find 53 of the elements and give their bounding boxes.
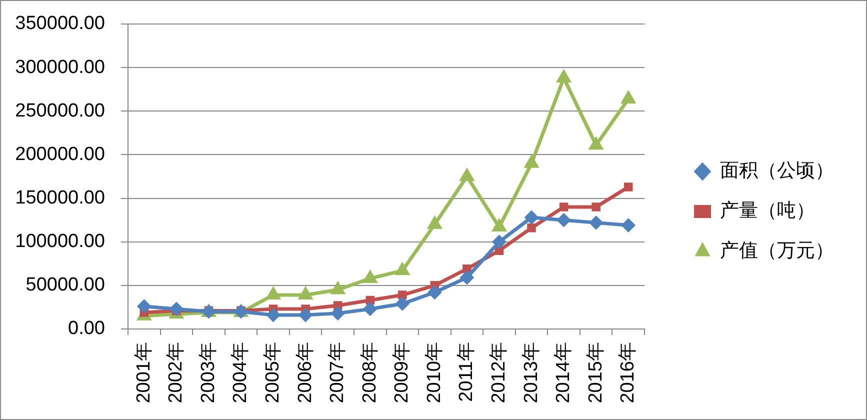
point <box>588 136 604 150</box>
point <box>559 202 568 212</box>
point <box>524 210 539 224</box>
point <box>524 154 539 168</box>
y-tick-label: 200000.00 <box>15 144 105 165</box>
x-tick-label: 2006年 <box>294 342 316 404</box>
y-tick-label: 250000.00 <box>15 100 105 122</box>
point <box>624 182 633 192</box>
point <box>366 296 374 305</box>
x-tick-label: 2014年 <box>553 342 574 404</box>
y-tick-label: 0.00 <box>68 318 105 340</box>
x-tick-label: 2016年 <box>618 342 639 404</box>
x-tick-label: 2010年 <box>424 342 445 404</box>
point <box>556 70 572 83</box>
point <box>428 285 442 300</box>
point <box>137 299 152 314</box>
point <box>460 270 474 285</box>
point <box>621 218 636 232</box>
point <box>592 202 600 212</box>
point <box>556 213 571 228</box>
point <box>330 306 345 320</box>
x-tick-label: 2008年 <box>359 342 380 404</box>
legend-label: 产量（吨） <box>720 200 815 222</box>
y-tick-label: 50000.00 <box>26 274 105 296</box>
point <box>169 302 184 316</box>
point <box>398 290 407 300</box>
point <box>492 218 507 232</box>
x-tick-label: 2011年 <box>456 342 478 402</box>
point <box>460 168 474 181</box>
y-tick-label: 150000.00 <box>15 188 105 209</box>
x-tick-label: 2009年 <box>392 342 413 404</box>
legend-label: 面积（公顷） <box>720 160 834 182</box>
x-tick-label: 2013年 <box>520 342 542 404</box>
point <box>298 308 313 322</box>
point <box>492 234 506 249</box>
point <box>620 90 636 104</box>
y-tick-label: 100000.00 <box>15 231 105 252</box>
x-tick-label: 2012年 <box>488 342 510 404</box>
x-tick-label: 2015年 <box>585 342 606 404</box>
x-tick-label: 2002年 <box>166 342 187 404</box>
point <box>363 302 378 316</box>
y-tick-label: 350000.00 <box>15 13 105 34</box>
legend-label: 产值（万元） <box>720 240 834 262</box>
x-tick-label: 2003年 <box>198 342 219 404</box>
x-tick-label: 2004年 <box>230 342 252 404</box>
point <box>266 308 280 322</box>
x-tick-label: 2001年 <box>133 342 154 404</box>
y-tick-label: 300000.00 <box>15 56 105 78</box>
point <box>395 296 410 311</box>
point <box>589 216 604 230</box>
x-tick-label: 2005年 <box>262 342 284 404</box>
x-tick-label: 2007年 <box>327 342 348 404</box>
point <box>527 224 536 232</box>
